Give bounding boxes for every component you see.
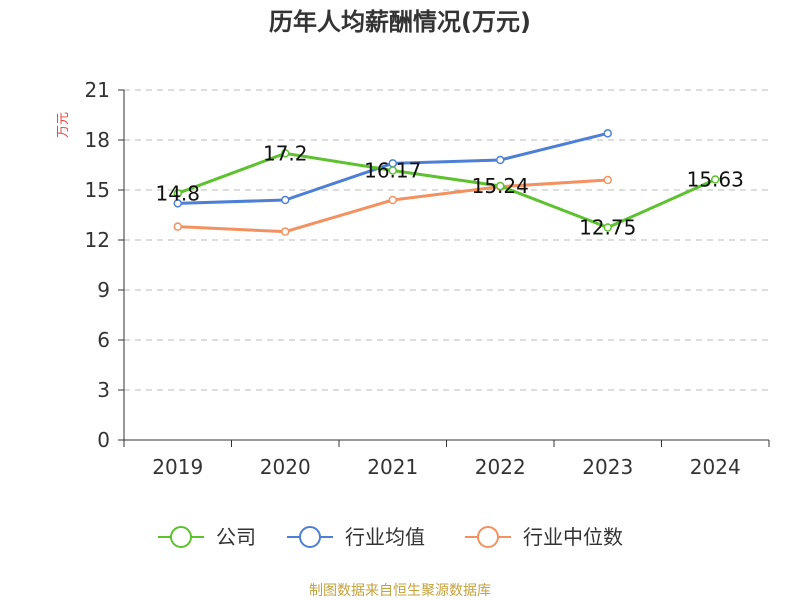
y-tick-label: 15 bbox=[85, 178, 110, 202]
y-tick-label: 3 bbox=[97, 378, 110, 402]
x-tick-label: 2023 bbox=[582, 455, 633, 479]
y-tick-label: 6 bbox=[97, 328, 110, 352]
legend-marker bbox=[299, 526, 321, 548]
x-tick-label: 2024 bbox=[690, 455, 741, 479]
y-tick-label: 0 bbox=[97, 428, 110, 452]
data-label: 15.24 bbox=[472, 174, 529, 198]
data-point bbox=[496, 181, 505, 191]
legend-item-1[interactable]: 公司 bbox=[158, 525, 256, 549]
source-note: 制图数据来自恒生聚源数据库 bbox=[309, 583, 491, 599]
series-group bbox=[173, 129, 720, 236]
data-point bbox=[603, 175, 612, 185]
x-tick-label: 2019 bbox=[152, 455, 203, 479]
data-labels: 14.8 17.2 16.17 15.24 12.75 15.63 bbox=[155, 141, 743, 239]
y-tick-label: 12 bbox=[85, 228, 110, 252]
data-point bbox=[281, 227, 290, 236]
legend-marker bbox=[477, 526, 499, 548]
y-tick-label: 18 bbox=[85, 128, 110, 152]
data-point bbox=[173, 222, 182, 231]
data-point bbox=[281, 195, 290, 205]
data-label: 12.75 bbox=[579, 216, 636, 240]
series-line-3 bbox=[177, 178, 608, 234]
data-label: 15.63 bbox=[687, 168, 744, 192]
data-point bbox=[388, 195, 397, 205]
legend-label: 行业均值 bbox=[345, 525, 425, 549]
data-label: 16.17 bbox=[364, 159, 421, 183]
gridlines bbox=[124, 89, 769, 391]
data-point bbox=[603, 223, 612, 232]
legend-item-2[interactable]: 行业均值 bbox=[287, 525, 425, 549]
data-point bbox=[281, 149, 290, 158]
series-line-1 bbox=[177, 151, 716, 229]
axes: 0 3 6 9 12 15 18 21 2019 2020 2021 2022 2023 2024 bbox=[85, 78, 770, 479]
x-tick-label: 2021 bbox=[367, 455, 418, 479]
y-tick-label: 9 bbox=[97, 278, 110, 302]
legend-label: 公司 bbox=[216, 525, 256, 549]
data-point bbox=[388, 166, 397, 175]
legend-label: 行业中位数 bbox=[523, 525, 623, 549]
chart-title: 历年人均薪酬情况(万元) bbox=[269, 8, 531, 36]
x-tick-label: 2020 bbox=[260, 455, 311, 479]
data-point bbox=[711, 175, 720, 184]
x-tick-label: 2022 bbox=[475, 455, 526, 479]
y-axis-label: 万元 bbox=[56, 112, 71, 138]
legend-marker bbox=[170, 526, 192, 548]
legend-item-3[interactable]: 行业中位数 bbox=[465, 525, 623, 549]
data-label: 17.2 bbox=[263, 141, 308, 165]
legend[interactable]: 公司 行业均值 行业中位数 bbox=[158, 525, 623, 549]
data-point bbox=[173, 189, 182, 198]
data-label: 14.8 bbox=[155, 181, 200, 205]
y-tick-label: 21 bbox=[85, 78, 110, 102]
data-point bbox=[603, 129, 612, 138]
data-point bbox=[173, 199, 182, 208]
data-point bbox=[496, 155, 505, 165]
